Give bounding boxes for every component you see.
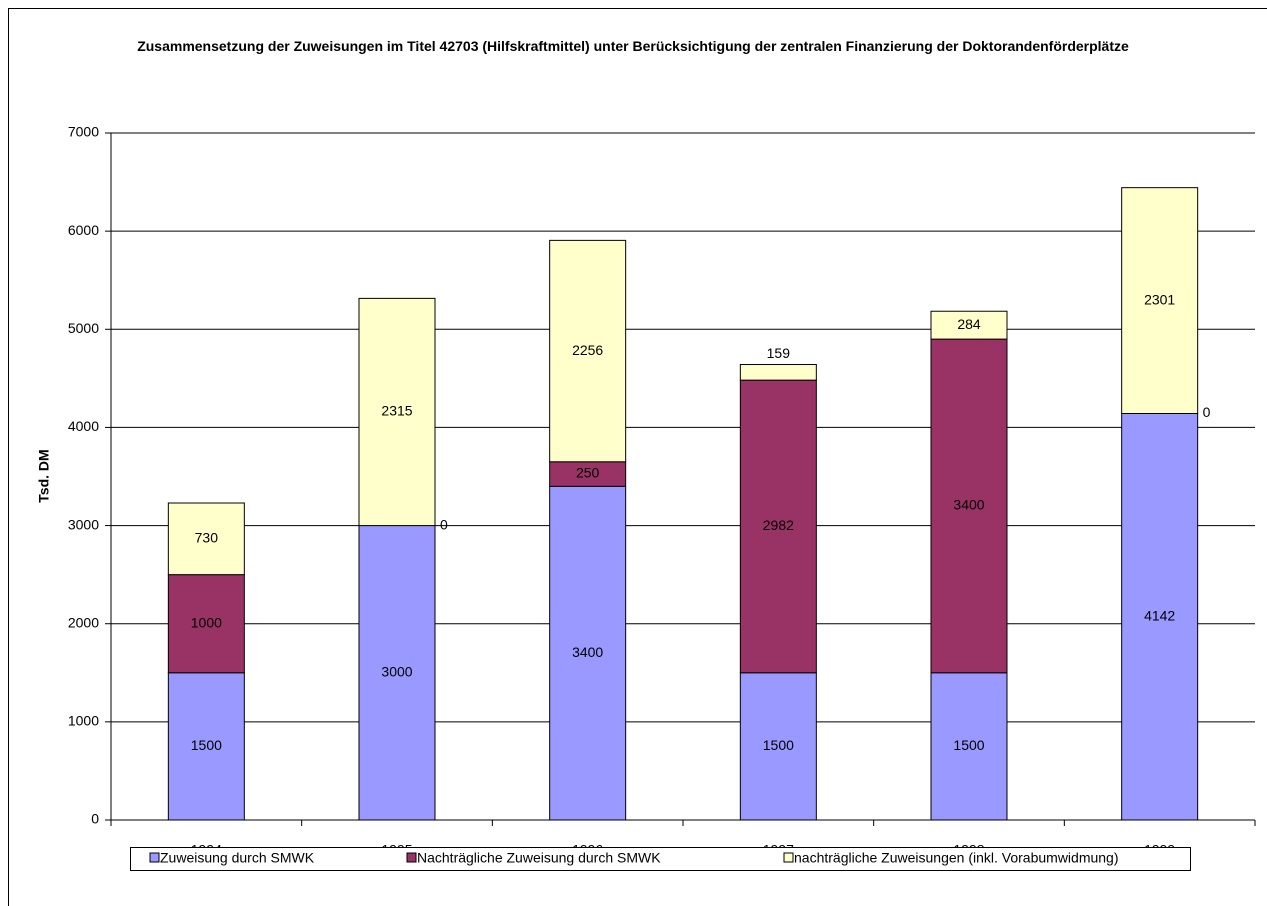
y-tick-label: 4000 [68, 418, 99, 434]
data-label: 2315 [381, 403, 412, 419]
data-label: 730 [195, 530, 219, 546]
data-label: 2982 [763, 517, 794, 533]
legend-swatch [406, 852, 417, 863]
data-label: 2301 [1144, 291, 1175, 307]
legend-label: nachträgliche Zuweisungen (inkl. Vorabum… [794, 850, 1119, 866]
data-label: 0 [1203, 404, 1211, 420]
data-label: 250 [576, 465, 600, 481]
bar-segment [930, 338, 1008, 674]
data-label: 3400 [953, 497, 984, 513]
data-label: 4142 [1144, 607, 1175, 623]
bar-segment [739, 672, 817, 821]
data-label: 284 [957, 316, 981, 332]
data-label: 3400 [572, 644, 603, 660]
bar-segment [549, 239, 627, 463]
chart-title: Zusammensetzung der Zuweisungen im Titel… [137, 38, 1129, 54]
y-tick-label: 1000 [68, 713, 99, 729]
bar-segment [1121, 412, 1199, 821]
legend-swatch [783, 852, 794, 863]
data-label: 2256 [572, 342, 603, 358]
data-label: 1000 [191, 614, 222, 630]
legend-label: Nachträgliche Zuweisung durch SMWK [417, 850, 661, 866]
bar-segment [739, 379, 817, 674]
bar-segment [930, 310, 1008, 340]
bar-segment [739, 364, 817, 381]
data-label: 0 [440, 516, 448, 532]
y-tick-label: 2000 [68, 614, 99, 630]
bar-segment [358, 297, 436, 527]
data-label: 1500 [191, 737, 222, 753]
legend-box [130, 847, 1191, 871]
y-tick-label: 3000 [68, 516, 99, 532]
legend-label: Zuweisung durch SMWK [160, 850, 315, 866]
bar-segment [167, 502, 245, 576]
bar-segment [930, 672, 1008, 821]
bar-segment [358, 525, 436, 821]
y-tick-label: 0 [91, 811, 99, 827]
data-label: 1500 [763, 737, 794, 753]
data-label: 159 [767, 345, 791, 361]
data-label: 1500 [953, 737, 984, 753]
bar-segment [167, 574, 245, 674]
bar-segment [1121, 187, 1199, 414]
y-tick-label: 7000 [68, 124, 99, 140]
chart-frame [8, 8, 1267, 906]
y-tick-label: 6000 [68, 222, 99, 238]
data-label: 3000 [381, 663, 412, 679]
bar-segment [549, 461, 627, 487]
legend-swatch [149, 852, 160, 863]
bar-segment [167, 672, 245, 821]
y-axis-label: Tsd. DM [36, 449, 52, 502]
y-tick-label: 5000 [68, 320, 99, 336]
